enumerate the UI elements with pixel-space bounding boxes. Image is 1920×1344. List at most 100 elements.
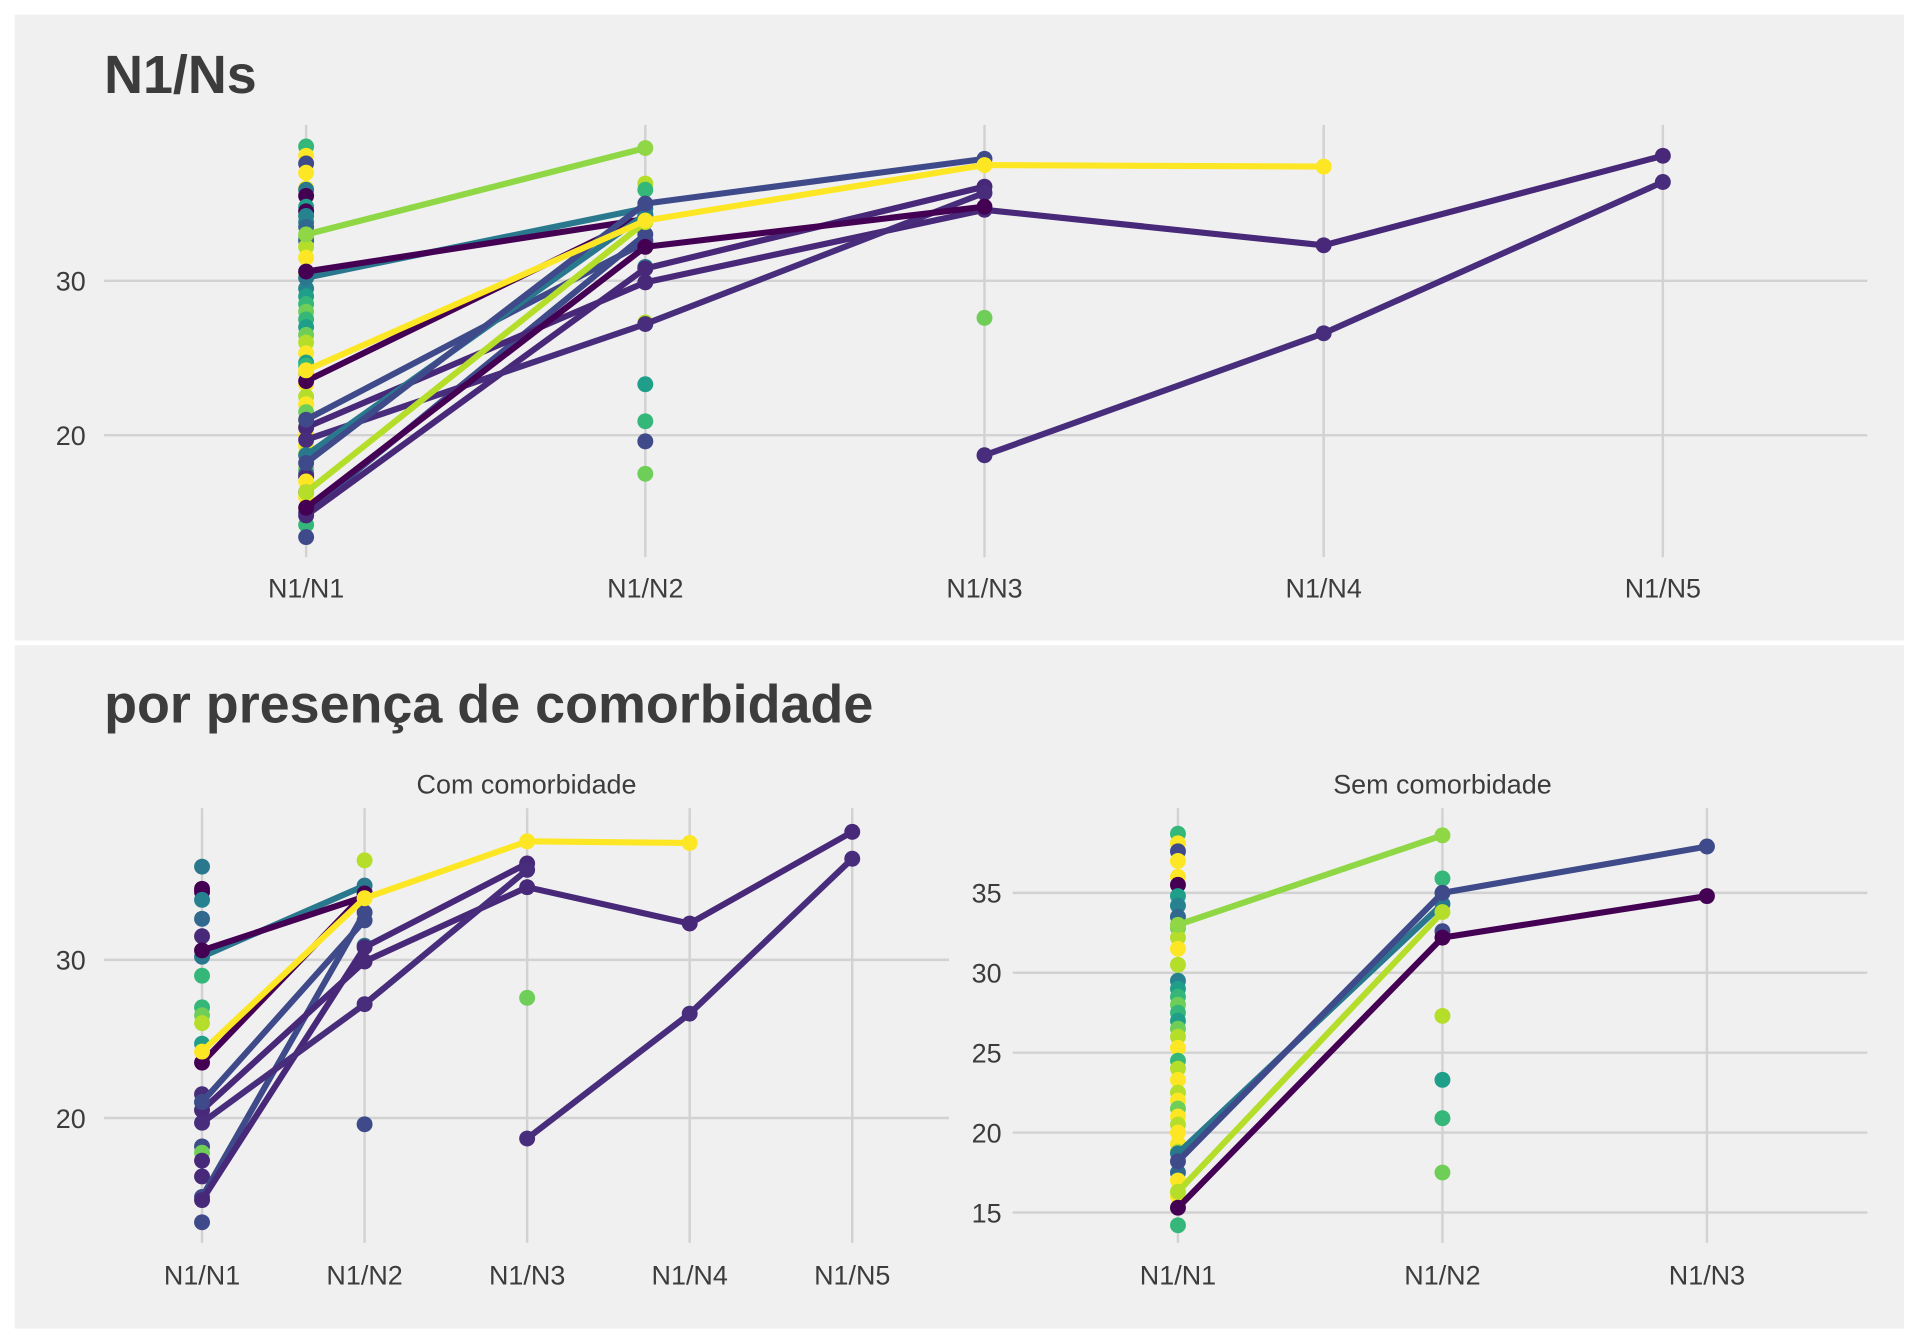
point bbox=[194, 967, 210, 984]
series-line bbox=[1174, 908, 1446, 1195]
point bbox=[1170, 940, 1186, 957]
series-point bbox=[976, 157, 993, 173]
top-panel bbox=[14, 14, 1905, 641]
point bbox=[1170, 1124, 1186, 1141]
series-point bbox=[194, 1192, 210, 1209]
x-tick-label: N1/N2 bbox=[1404, 1260, 1480, 1290]
series-point bbox=[356, 953, 373, 970]
point bbox=[1170, 1028, 1186, 1045]
series-point bbox=[637, 316, 654, 332]
series-point bbox=[1170, 1153, 1186, 1170]
series-point bbox=[519, 861, 536, 878]
x-tick-label: N1/N1 bbox=[1140, 1260, 1216, 1290]
series-point bbox=[844, 823, 861, 840]
x-tick-label: N1/N2 bbox=[326, 1260, 402, 1290]
point bbox=[194, 1015, 210, 1032]
point bbox=[356, 852, 373, 869]
series-point bbox=[356, 912, 373, 929]
x-tick-label: N1/N3 bbox=[1669, 1260, 1745, 1290]
series-point bbox=[519, 1130, 536, 1147]
series-point bbox=[1434, 827, 1451, 844]
series-line bbox=[303, 216, 649, 275]
point bbox=[194, 858, 210, 875]
series-point bbox=[844, 850, 861, 867]
series-point bbox=[637, 238, 654, 255]
point bbox=[637, 413, 654, 430]
point bbox=[356, 1116, 373, 1133]
y-tick-label: 30 bbox=[972, 959, 1002, 989]
series-point bbox=[1698, 838, 1715, 855]
y-tick-label: 30 bbox=[56, 946, 86, 976]
series-point bbox=[637, 274, 654, 291]
series-point bbox=[356, 996, 373, 1013]
point bbox=[194, 1168, 210, 1185]
series-point bbox=[298, 484, 315, 501]
series-line bbox=[1174, 832, 1446, 928]
point bbox=[1170, 1071, 1186, 1088]
series-point bbox=[298, 499, 315, 516]
series-point bbox=[298, 362, 315, 379]
series-point bbox=[637, 195, 654, 212]
chart-title: N1/Ns bbox=[104, 45, 257, 105]
series-point bbox=[194, 1054, 210, 1071]
point bbox=[298, 529, 315, 546]
point bbox=[1170, 1060, 1186, 1077]
series-point bbox=[976, 447, 993, 464]
y-tick-label: 25 bbox=[972, 1038, 1002, 1068]
series-point bbox=[298, 431, 315, 448]
x-tick-label: N1/N5 bbox=[814, 1260, 890, 1290]
x-tick-label: N1/N4 bbox=[1286, 574, 1362, 604]
x-tick-label: N1/N2 bbox=[607, 574, 683, 604]
point bbox=[1434, 1071, 1451, 1088]
series-line bbox=[198, 838, 693, 1055]
point bbox=[1170, 1217, 1186, 1234]
point bbox=[1434, 1007, 1451, 1024]
series-point bbox=[1434, 884, 1451, 901]
series-point bbox=[681, 915, 698, 932]
series-line bbox=[198, 917, 368, 1106]
y-tick-label: 30 bbox=[56, 267, 86, 297]
series-line bbox=[303, 219, 649, 496]
series-point bbox=[1170, 916, 1186, 933]
series-point bbox=[1434, 929, 1451, 946]
y-tick-label: 15 bbox=[972, 1198, 1002, 1228]
series-point bbox=[298, 226, 315, 243]
point bbox=[519, 989, 536, 1006]
series-point bbox=[519, 833, 536, 850]
point bbox=[194, 1214, 210, 1231]
series-point bbox=[298, 455, 315, 471]
series-point bbox=[1170, 1183, 1186, 1200]
x-tick-label: N1/N3 bbox=[946, 574, 1022, 604]
point bbox=[1434, 1164, 1451, 1181]
facet-label: Com comorbidade bbox=[417, 769, 637, 799]
series-point bbox=[194, 1114, 210, 1131]
series-point bbox=[356, 939, 373, 956]
series-point bbox=[1698, 888, 1715, 905]
series-point bbox=[637, 260, 654, 277]
x-tick-label: N1/N5 bbox=[1625, 574, 1701, 604]
y-tick-label: 20 bbox=[972, 1118, 1002, 1148]
facet-label: Sem comorbidade bbox=[1333, 769, 1551, 799]
series-point bbox=[637, 212, 654, 229]
series-point bbox=[1654, 174, 1671, 190]
series-point bbox=[1315, 158, 1332, 175]
point bbox=[1170, 852, 1186, 869]
x-tick-label: N1/N4 bbox=[652, 1260, 728, 1290]
point bbox=[637, 433, 654, 450]
point bbox=[637, 181, 654, 198]
series-point bbox=[976, 184, 993, 201]
point bbox=[1170, 1039, 1186, 1056]
series-point bbox=[681, 834, 698, 851]
point bbox=[298, 164, 315, 181]
point bbox=[194, 928, 210, 945]
series-line bbox=[198, 909, 368, 1201]
point bbox=[637, 465, 654, 482]
x-tick-label: N1/N3 bbox=[489, 1260, 565, 1290]
point bbox=[194, 891, 210, 908]
point bbox=[194, 910, 210, 927]
series-point bbox=[681, 1005, 698, 1022]
series-point bbox=[1315, 325, 1332, 342]
series-line bbox=[198, 893, 368, 954]
